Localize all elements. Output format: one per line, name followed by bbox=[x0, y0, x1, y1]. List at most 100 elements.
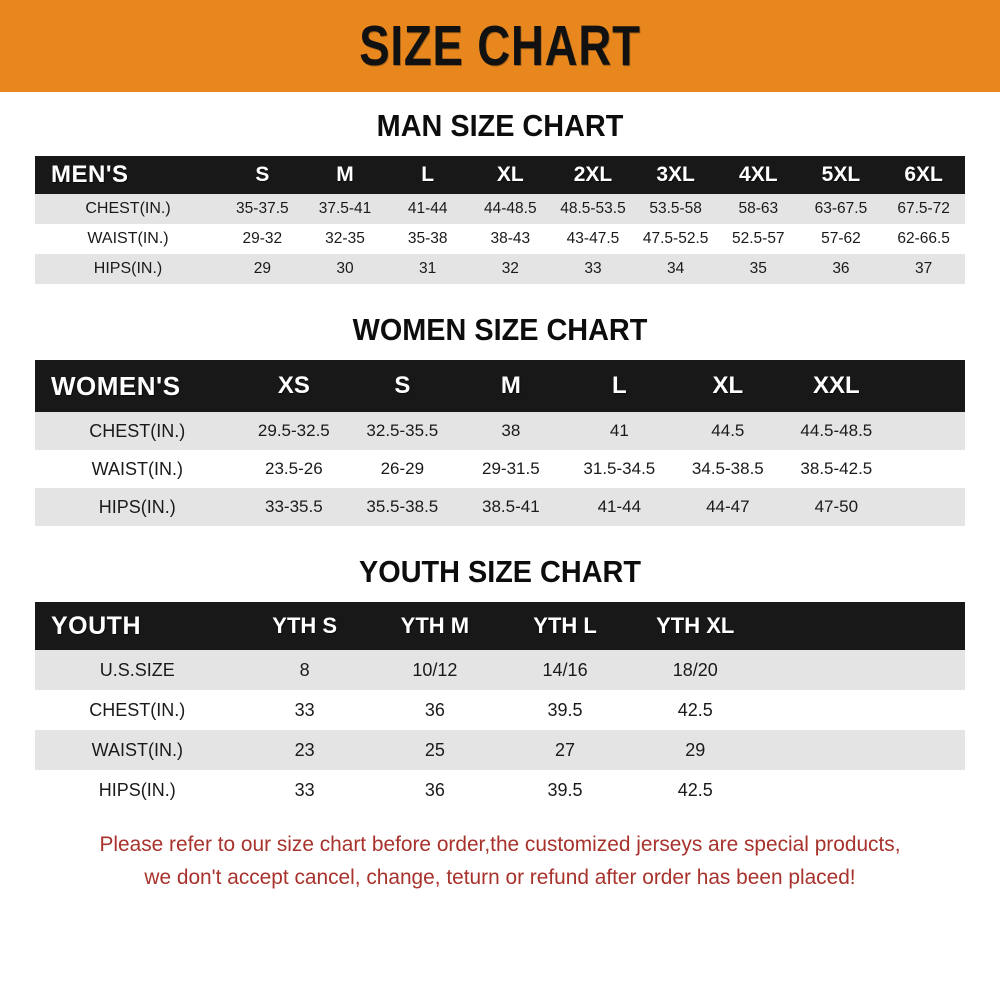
women-table-wrapper: WOMEN'S XS S M L XL XXL CHEST(IN.) 29.5-32.5 32.5… bbox=[35, 360, 965, 526]
column-header: YTH XL bbox=[656, 613, 735, 638]
column-header: 4XL bbox=[739, 163, 778, 186]
table-header-row: MEN'S S M L XL 2XL 3XL 4XL 5XL 6XL bbox=[35, 156, 965, 194]
table-row: HIPS(IN.) 33-35.5 35.5-38.5 38.5-41 41-44 44-… bbox=[35, 488, 965, 526]
table-cell: 34.5-38.5 bbox=[691, 459, 764, 478]
table-row: HIPS(IN.) 29 30 31 32 33 34 35 36 37 bbox=[35, 254, 965, 284]
table-cell: 41-44 bbox=[597, 497, 642, 516]
table-cell: 41 bbox=[609, 421, 629, 440]
table-cell: 53.5-58 bbox=[649, 200, 702, 217]
table-cell: 38 bbox=[501, 421, 521, 440]
row-spacer-cell bbox=[891, 488, 965, 526]
row-label: WAIST(IN.) bbox=[87, 230, 169, 247]
table-cell: 25 bbox=[424, 739, 445, 760]
table-cell: 36 bbox=[424, 779, 445, 800]
table-cell: 41-44 bbox=[407, 200, 448, 217]
table-corner-label: MEN'S bbox=[51, 161, 129, 188]
footer-note: Please refer to our size chart before or… bbox=[15, 828, 985, 895]
table-cell: 32-35 bbox=[325, 230, 365, 247]
table-cell: 18/20 bbox=[672, 659, 718, 680]
column-header: YTH M bbox=[400, 613, 470, 638]
table-cell: 36 bbox=[832, 260, 850, 277]
column-header: S bbox=[394, 372, 411, 399]
table-cell: 29 bbox=[685, 739, 706, 760]
column-header: XXL bbox=[813, 372, 860, 399]
header-spacer-cell bbox=[891, 360, 965, 412]
column-header: M bbox=[336, 163, 354, 186]
table-row: HIPS(IN.) 33 36 39.5 42.5 bbox=[35, 770, 965, 810]
page-title: SIZE CHART bbox=[359, 13, 641, 78]
women-section: WOMEN SIZE CHART WOMEN'S XS S M L XL XXL CHEST(… bbox=[0, 312, 1000, 526]
table-cell: 35.5-38.5 bbox=[366, 497, 439, 516]
column-header: 6XL bbox=[904, 163, 943, 186]
table-cell: 62-66.5 bbox=[897, 230, 950, 247]
table-cell: 32 bbox=[501, 260, 519, 277]
table-cell: 31 bbox=[419, 260, 437, 277]
page-banner: SIZE CHART bbox=[0, 0, 1000, 92]
column-header: 3XL bbox=[656, 163, 695, 186]
men-size-table: MEN'S S M L XL 2XL 3XL 4XL 5XL 6XL CHEST(IN.) 35-37… bbox=[35, 156, 965, 284]
youth-table-wrapper: YOUTH YTH S YTH M YTH L YTH XL U.S.SIZE 8 10/12… bbox=[35, 602, 965, 810]
footer-note-line-1: Please refer to our size chart before or… bbox=[99, 832, 901, 856]
table-cell: 35-38 bbox=[407, 230, 448, 247]
men-table-wrapper: MEN'S S M L XL 2XL 3XL 4XL 5XL 6XL CHEST(IN.) 35-37… bbox=[35, 156, 965, 284]
row-label: HIPS(IN.) bbox=[98, 496, 176, 517]
table-row: WAIST(IN.) 29-32 32-35 35-38 38-43 43-47.5 47.… bbox=[35, 224, 965, 254]
table-cell: 33 bbox=[294, 779, 315, 800]
row-spacer-cell bbox=[760, 690, 965, 730]
column-header: S bbox=[255, 163, 270, 186]
table-header-row: YOUTH YTH S YTH M YTH L YTH XL bbox=[35, 602, 965, 650]
table-row: WAIST(IN.) 23 25 27 29 bbox=[35, 730, 965, 770]
row-label: HIPS(IN.) bbox=[93, 260, 163, 277]
row-label: WAIST(IN.) bbox=[91, 739, 183, 760]
column-header: 2XL bbox=[573, 163, 613, 186]
table-cell: 44-48.5 bbox=[484, 200, 537, 217]
table-cell: 8 bbox=[299, 659, 310, 680]
table-cell: 10/12 bbox=[412, 659, 458, 680]
table-cell: 52.5-57 bbox=[731, 230, 785, 247]
table-row: CHEST(IN.) 33 36 39.5 42.5 bbox=[35, 690, 965, 730]
table-cell: 44-47 bbox=[706, 497, 750, 516]
row-spacer-cell bbox=[891, 412, 965, 450]
table-row: WAIST(IN.) 23.5-26 26-29 29-31.5 31.5-34.5 34… bbox=[35, 450, 965, 488]
youth-section: YOUTH SIZE CHART YOUTH YTH S YTH M YTH L YTH… bbox=[0, 554, 1000, 810]
table-cell: 30 bbox=[336, 260, 354, 277]
row-spacer-cell bbox=[760, 650, 965, 690]
table-cell: 63-67.5 bbox=[814, 200, 868, 217]
table-cell: 27 bbox=[555, 739, 576, 760]
table-cell: 29-31.5 bbox=[482, 459, 540, 478]
table-cell: 26-29 bbox=[380, 459, 425, 478]
table-row: CHEST(IN.) 35-37.5 37.5-41 41-44 44-48.5 48.5… bbox=[35, 194, 965, 224]
table-cell: 33 bbox=[584, 260, 602, 277]
table-cell: 14/16 bbox=[542, 659, 588, 680]
row-spacer-cell bbox=[760, 770, 965, 810]
table-cell: 29-32 bbox=[242, 230, 283, 247]
table-cell: 37 bbox=[915, 260, 933, 277]
table-row: CHEST(IN.) 29.5-32.5 32.5-35.5 38 41 44.5 44.5… bbox=[35, 412, 965, 450]
table-cell: 31.5-34.5 bbox=[583, 459, 656, 478]
table-cell: 35 bbox=[749, 260, 767, 277]
column-header: XS bbox=[277, 372, 310, 399]
table-cell: 42.5 bbox=[677, 699, 713, 720]
table-cell: 29 bbox=[253, 260, 271, 277]
table-cell: 47-50 bbox=[814, 497, 859, 516]
men-section-title: MAN SIZE CHART bbox=[376, 108, 624, 143]
header-spacer-cell bbox=[760, 602, 965, 650]
footer-note-line-2: we don't accept cancel, change, teturn o… bbox=[144, 865, 856, 890]
row-label: HIPS(IN.) bbox=[98, 779, 176, 800]
row-label: CHEST(IN.) bbox=[89, 420, 186, 441]
table-cell: 67.5-72 bbox=[897, 200, 950, 217]
table-corner-label: WOMEN'S bbox=[51, 370, 181, 401]
youth-section-title: YOUTH SIZE CHART bbox=[359, 554, 641, 589]
table-header-row: WOMEN'S XS S M L XL XXL bbox=[35, 360, 965, 412]
table-cell: 29.5-32.5 bbox=[257, 421, 330, 440]
table-cell: 35-37.5 bbox=[236, 200, 289, 217]
column-header: L bbox=[612, 372, 627, 399]
column-header: L bbox=[421, 163, 435, 186]
row-label: CHEST(IN.) bbox=[85, 200, 171, 217]
table-cell: 33 bbox=[294, 699, 315, 720]
table-cell: 43-47.5 bbox=[566, 230, 620, 247]
table-cell: 47.5-52.5 bbox=[642, 230, 709, 247]
table-cell: 42.5 bbox=[677, 779, 713, 800]
youth-size-table: YOUTH YTH S YTH M YTH L YTH XL U.S.SIZE 8 10/12… bbox=[35, 602, 965, 810]
